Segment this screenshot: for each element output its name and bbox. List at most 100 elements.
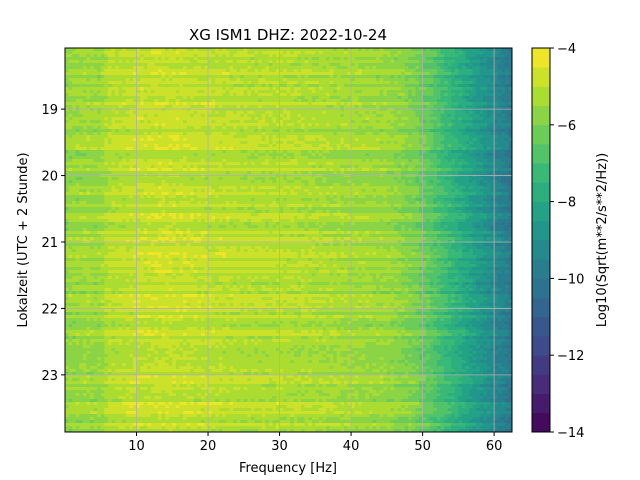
heatmap-cell <box>72 162 77 166</box>
heatmap-cell <box>336 144 341 148</box>
heatmap-cell <box>161 84 166 88</box>
heatmap-cell <box>136 75 141 79</box>
heatmap-cell <box>111 66 116 70</box>
heatmap-cell <box>272 84 277 88</box>
heatmap-cell <box>376 132 381 136</box>
heatmap-cell <box>297 87 302 91</box>
heatmap-cell <box>447 69 452 73</box>
heatmap-cell <box>454 156 459 160</box>
heatmap-cell <box>140 165 145 169</box>
heatmap-cell <box>404 135 409 139</box>
heatmap-cell <box>318 162 323 166</box>
heatmap-cell <box>340 81 345 85</box>
heatmap-cell <box>393 93 398 97</box>
heatmap-cell <box>258 150 263 154</box>
heatmap-cell <box>218 135 223 139</box>
heatmap-cell <box>397 57 402 61</box>
heatmap-cell <box>440 63 445 67</box>
heatmap-cell <box>222 144 227 148</box>
heatmap-cell <box>225 159 230 163</box>
heatmap-cell <box>461 102 466 106</box>
heatmap-cell <box>225 48 230 52</box>
heatmap-cell <box>458 138 463 142</box>
heatmap-cell <box>476 87 481 91</box>
heatmap-cell <box>150 129 155 133</box>
heatmap-cell <box>411 111 416 115</box>
heatmap-cell <box>301 114 305 118</box>
heatmap-cell <box>236 147 241 151</box>
heatmap-cell <box>218 57 223 61</box>
heatmap-cell <box>497 135 502 139</box>
heatmap-cell <box>444 87 449 91</box>
heatmap-cell <box>308 84 313 88</box>
heatmap-cell <box>340 69 345 73</box>
heatmap-cell <box>179 147 184 151</box>
heatmap-cell <box>250 117 255 121</box>
heatmap-cell <box>333 78 338 82</box>
heatmap-cell <box>368 51 373 55</box>
heatmap-cell <box>143 147 148 151</box>
heatmap-cell <box>415 51 420 55</box>
heatmap-cell <box>97 75 102 79</box>
heatmap-cell <box>436 105 441 109</box>
heatmap-cell <box>340 75 345 79</box>
heatmap-cell <box>79 69 84 73</box>
heatmap-cell <box>347 138 352 142</box>
heatmap-cell <box>329 159 334 163</box>
heatmap-cell <box>140 48 145 52</box>
heatmap-cell <box>247 75 252 79</box>
heatmap-cell <box>386 63 391 67</box>
heatmap-cell <box>254 75 259 79</box>
heatmap-cell <box>444 72 449 76</box>
heatmap-cell <box>107 108 112 112</box>
heatmap-cell <box>476 162 481 166</box>
heatmap-cell <box>211 156 216 160</box>
heatmap-cell <box>329 60 334 64</box>
heatmap-cell <box>386 102 391 106</box>
heatmap-cell <box>211 144 216 148</box>
heatmap-cell <box>161 141 166 145</box>
heatmap-cell <box>186 63 191 67</box>
heatmap-cell <box>104 102 109 106</box>
heatmap-cell <box>497 84 502 88</box>
heatmap-cell <box>429 126 434 130</box>
heatmap-cell <box>122 66 127 70</box>
heatmap-cell <box>301 81 305 85</box>
heatmap-cell <box>429 84 434 88</box>
heatmap-cell <box>372 120 377 124</box>
heatmap-cell <box>90 162 95 166</box>
heatmap-cell <box>150 60 155 64</box>
heatmap-cell <box>204 159 209 163</box>
heatmap-cell <box>283 54 288 58</box>
heatmap-cell <box>107 48 112 52</box>
heatmap-cell <box>340 120 345 124</box>
heatmap-cell <box>97 156 102 160</box>
heatmap-cell <box>433 81 438 85</box>
heatmap-cell <box>326 48 331 52</box>
heatmap-cell <box>458 135 463 139</box>
heatmap-cell <box>479 57 484 61</box>
heatmap-cell <box>490 93 495 97</box>
heatmap-cell <box>479 51 484 55</box>
heatmap-cell <box>372 141 377 145</box>
heatmap-cell <box>243 57 248 61</box>
heatmap-cell <box>240 129 245 133</box>
heatmap-cell <box>508 141 512 145</box>
heatmap-cell <box>322 126 327 130</box>
heatmap-cell <box>172 150 177 154</box>
heatmap-cell <box>82 90 87 94</box>
heatmap-cell <box>422 66 427 70</box>
heatmap-cell <box>268 99 273 103</box>
heatmap-cell <box>311 54 316 58</box>
heatmap-cell <box>368 114 373 118</box>
heatmap-cell <box>458 90 463 94</box>
heatmap-cell <box>401 63 406 67</box>
heatmap-cell <box>361 51 366 55</box>
heatmap-cell <box>426 63 431 67</box>
heatmap-cell <box>419 117 423 121</box>
heatmap-cell <box>200 66 205 70</box>
heatmap-cell <box>233 162 238 166</box>
heatmap-cell <box>372 105 377 109</box>
heatmap-cell <box>172 102 177 106</box>
heatmap-cell <box>172 93 177 97</box>
